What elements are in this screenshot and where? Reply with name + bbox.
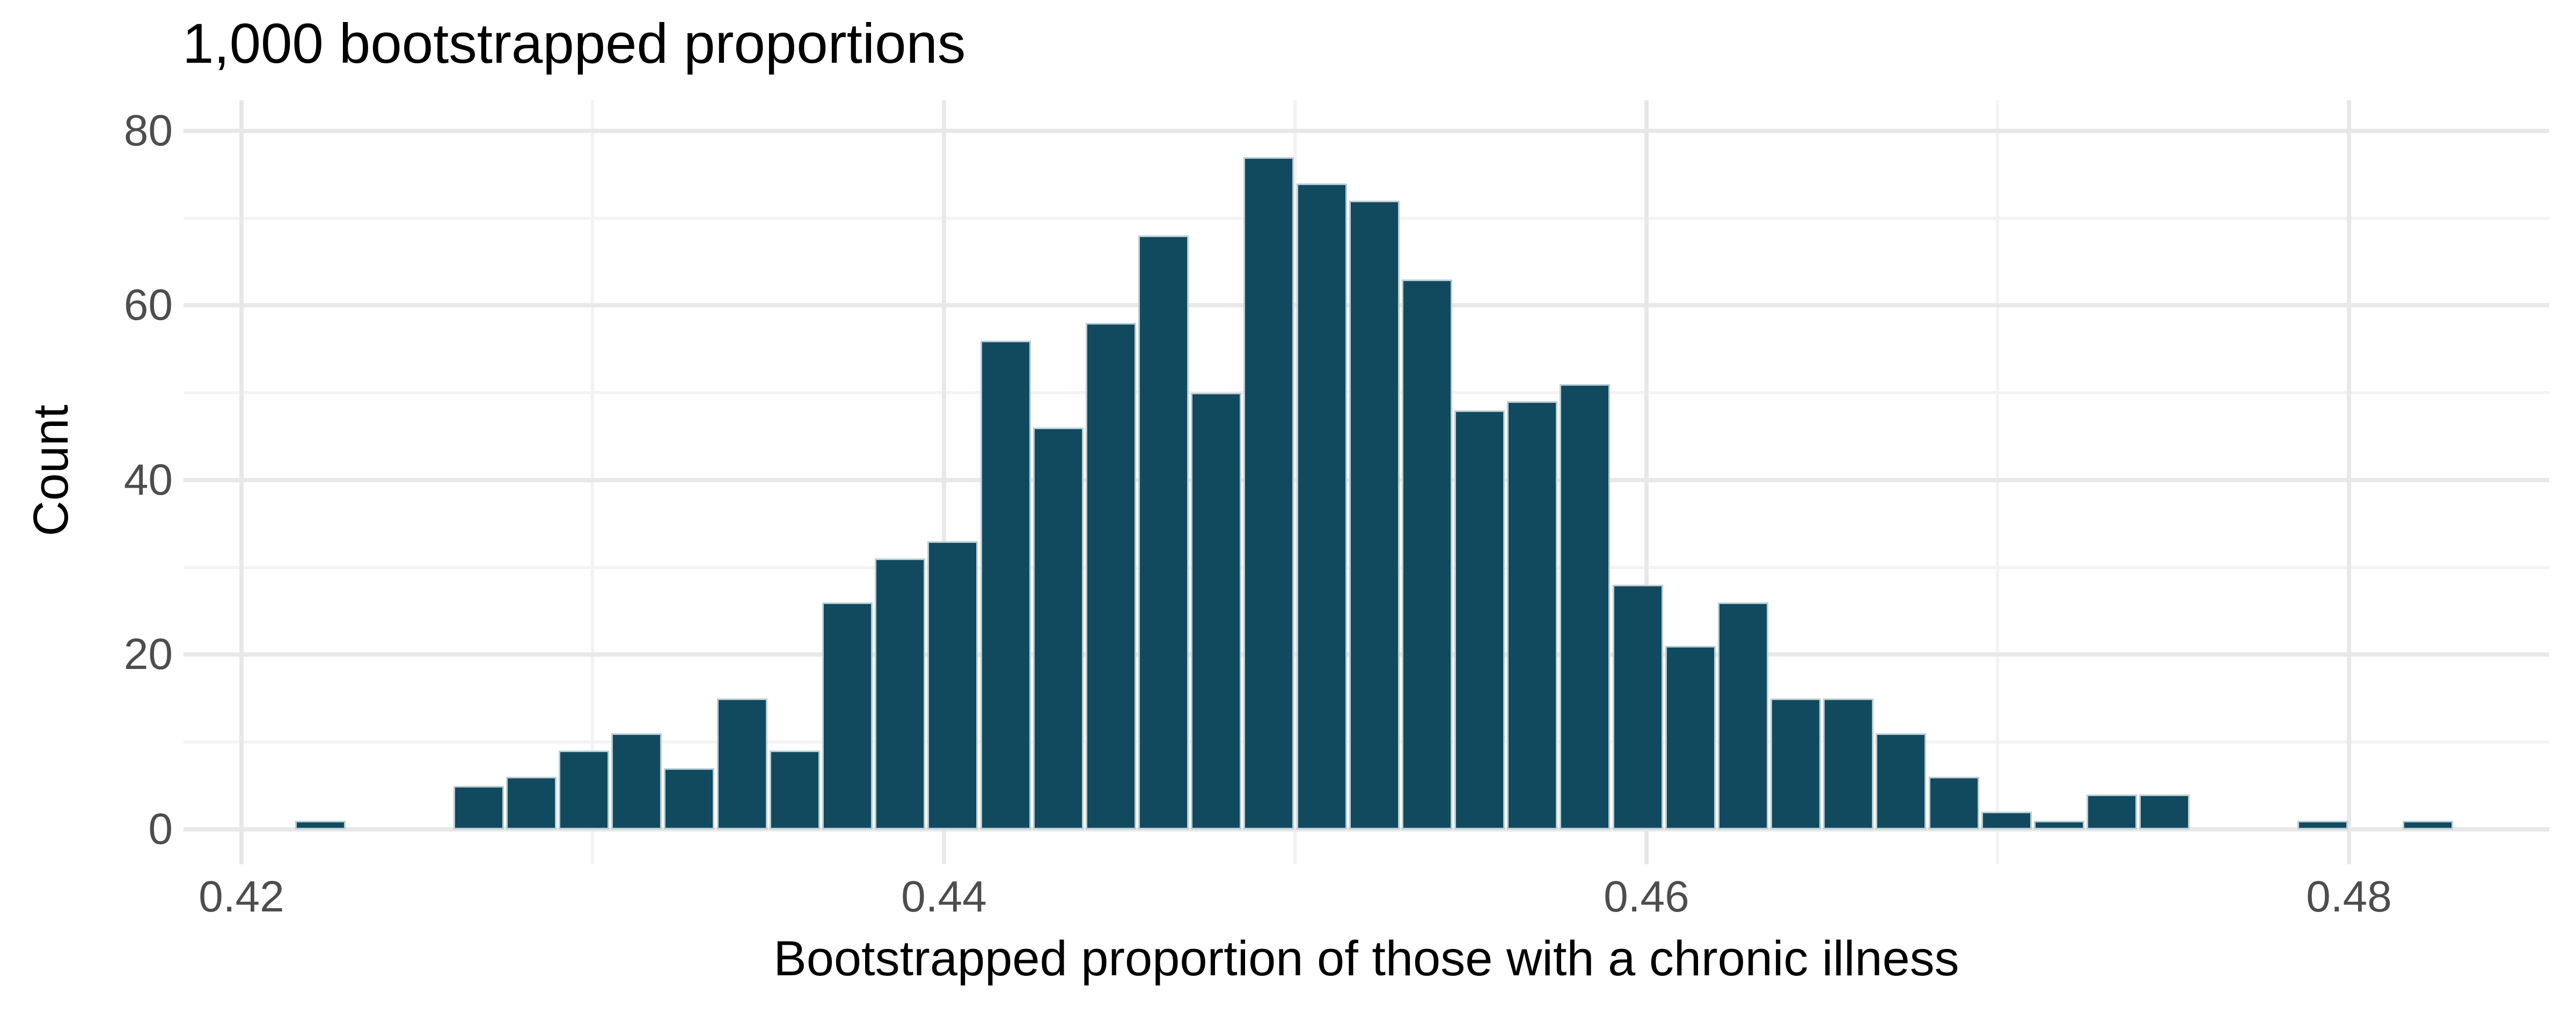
histogram-bar: [295, 820, 346, 829]
x-tick-label: 0.48: [2306, 872, 2392, 921]
histogram-bar: [1770, 698, 1821, 829]
histogram-bar: [664, 768, 715, 829]
histogram-bar: [506, 777, 557, 829]
x-minor-gridline: [1293, 100, 1297, 864]
histogram-bar: [1033, 428, 1084, 829]
histogram-bar: [1507, 401, 1558, 829]
y-tick-label: 60: [123, 281, 173, 330]
y-major-gridline: [184, 128, 2549, 133]
histogram-bar: [716, 698, 767, 829]
histogram-bar: [1296, 183, 1347, 829]
histogram-bar: [1823, 698, 1874, 829]
histogram-bar: [1085, 322, 1136, 829]
plot-panel: [184, 100, 2549, 864]
x-axis-title: Bootstrapped proportion of those with a …: [773, 931, 1959, 986]
y-major-gridline: [184, 827, 2549, 832]
y-tick-label: 80: [123, 106, 173, 155]
x-major-gridline: [2346, 100, 2351, 864]
histogram-bar: [1928, 777, 1979, 829]
histogram-bar: [559, 751, 610, 829]
histogram-bar: [2139, 794, 2190, 829]
histogram-bar: [980, 340, 1031, 829]
histogram-bar: [1981, 812, 2032, 829]
histogram-bar: [1717, 602, 1768, 829]
histogram-bar: [1612, 585, 1663, 829]
x-minor-gridline: [1996, 100, 2000, 864]
x-major-gridline: [941, 100, 946, 864]
y-tick-label: 20: [123, 630, 173, 679]
histogram-bar: [1138, 236, 1189, 829]
y-tick-label: 40: [123, 455, 173, 504]
chart-title: 1,000 bootstrapped proportions: [182, 12, 966, 75]
histogram-bar: [927, 541, 978, 829]
histogram-bar: [453, 785, 504, 829]
histogram-bar: [875, 558, 926, 829]
histogram-bar: [1243, 157, 1294, 829]
x-tick-label: 0.42: [199, 872, 284, 921]
x-major-gridline: [1644, 100, 1649, 864]
histogram-bar: [1665, 646, 1716, 829]
x-minor-gridline: [591, 100, 595, 864]
x-major-gridline: [239, 100, 244, 864]
x-tick-label: 0.46: [1604, 872, 1689, 921]
histogram-bar: [1401, 279, 1452, 829]
x-tick-label: 0.44: [901, 872, 987, 921]
histogram-bar: [1191, 393, 1242, 829]
histogram-bar: [1454, 410, 1505, 829]
histogram-bar: [2033, 820, 2084, 829]
histogram-bar: [1560, 384, 1611, 829]
histogram-bar: [611, 733, 662, 829]
histogram-bar: [1349, 201, 1400, 829]
y-tick-label: 0: [148, 804, 173, 854]
histogram-bar: [2403, 820, 2454, 829]
histogram-bar: [769, 751, 820, 829]
histogram-bar: [2297, 820, 2348, 829]
histogram-bar: [822, 602, 873, 829]
histogram-bar: [1876, 733, 1927, 829]
histogram-bar: [2087, 794, 2138, 829]
